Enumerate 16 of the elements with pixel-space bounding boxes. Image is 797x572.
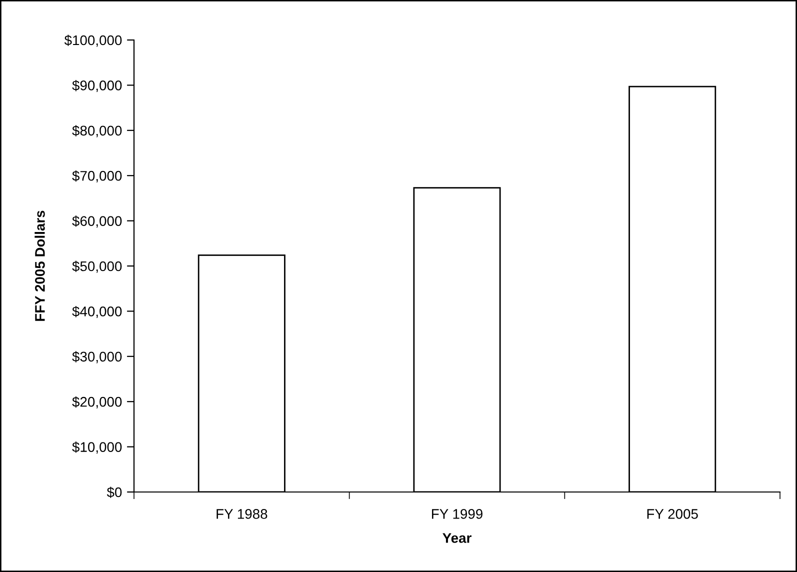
y-tick-label: $50,000 [72, 260, 122, 273]
y-tick-label: $60,000 [72, 216, 122, 228]
x-tick-label: FY 2005 [647, 509, 698, 519]
y-tick-label: $100,000 [64, 34, 122, 47]
y-tick-label: $30,000 [72, 351, 122, 364]
x-tick-label: FY 1999 [432, 509, 482, 519]
y-tick-label: $80,000 [72, 125, 122, 138]
y-tick-label: $70,000 [72, 170, 122, 182]
y-tick-label: $0 [106, 486, 122, 498]
y-tick-label: $40,000 [72, 306, 122, 318]
x-tick-label: FY 1988 [216, 509, 268, 519]
y-axis-title: FFY 2005 Dollars [34, 210, 45, 321]
x-axis-title: Year [442, 533, 472, 543]
y-tick-label: $10,000 [72, 442, 122, 454]
y-tick-label: $20,000 [72, 396, 122, 408]
y-tick-label: $90,000 [72, 80, 122, 92]
